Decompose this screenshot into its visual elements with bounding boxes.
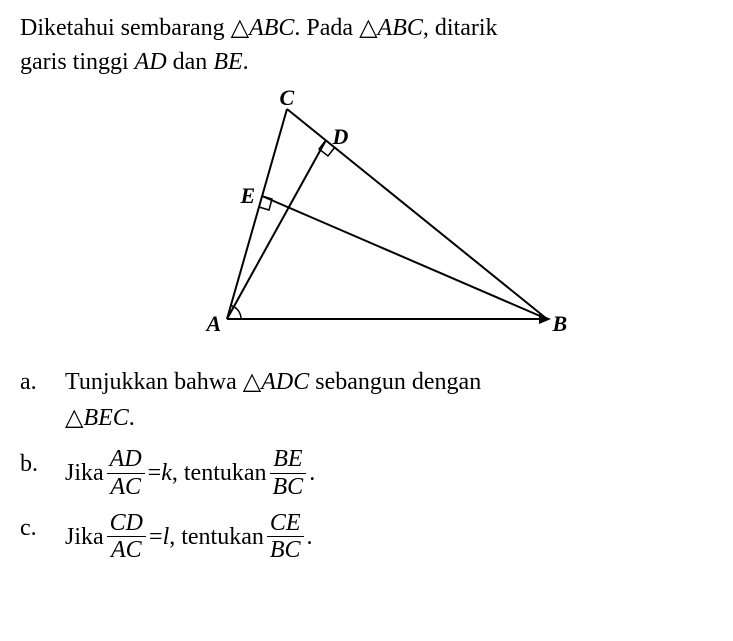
bec: BEC [83, 405, 128, 431]
text: , tentukan [169, 519, 264, 555]
vertex-a-label: A [207, 311, 222, 337]
triangle-diagram: A B C D E [167, 89, 567, 349]
text: Tunjukkan bahwa [65, 369, 243, 395]
triangle-symbol: △ [65, 405, 83, 431]
text: . Pada [294, 15, 359, 41]
abc: ABC [378, 15, 423, 41]
denominator: BC [270, 474, 307, 500]
fraction-be-bc: BE BC [270, 446, 307, 500]
intro-line-2: garis tinggi AD dan BE. [20, 46, 713, 80]
triangle-symbol: △ [359, 15, 377, 41]
question-c: c. Jika CD AC = l , tentukan CE BC . [20, 510, 713, 564]
text: garis tinggi [20, 49, 135, 75]
question-b-text: Jika AD AC = k , tentukan BE BC . [65, 446, 713, 500]
vertex-b-label: B [553, 311, 568, 337]
equals: = [149, 519, 163, 555]
intro-line-1: Diketahui sembarang △ABC. Pada △ABC, dit… [20, 12, 713, 46]
text: Jika [65, 519, 104, 555]
text: , ditarik [423, 15, 498, 41]
text: . [307, 519, 313, 555]
numerator: CD [107, 510, 146, 537]
vertex-e-label: E [241, 183, 256, 209]
question-b: b. Jika AD AC = k , tentukan BE BC . [20, 446, 713, 500]
denominator: BC [267, 537, 304, 563]
question-list: a. Tunjukkan bahwa △ADC sebangun dengan … [20, 364, 713, 564]
fraction-ce-bc: CE BC [267, 510, 304, 564]
text: Diketahui sembarang [20, 15, 231, 41]
numerator: BE [270, 446, 307, 473]
k: k [161, 455, 172, 491]
diagram-container: A B C D E [20, 89, 713, 349]
denominator: AC [107, 474, 145, 500]
question-a: a. Tunjukkan bahwa △ADC sebangun dengan … [20, 364, 713, 436]
text: . [243, 49, 249, 75]
abc: ABC [249, 15, 294, 41]
text: dan [167, 49, 214, 75]
denominator: AC [107, 537, 146, 563]
triangle-symbol: △ [231, 15, 249, 41]
equals: = [148, 455, 162, 491]
question-c-text: Jika CD AC = l , tentukan CE BC . [65, 510, 713, 564]
triangle-symbol: △ [243, 369, 261, 395]
question-a-text: Tunjukkan bahwa △ADC sebangun dengan △BE… [65, 364, 713, 436]
vertex-c-label: C [280, 85, 295, 111]
adc: ADC [261, 369, 309, 395]
text: . [309, 455, 315, 491]
question-letter: c. [20, 510, 65, 564]
text: Jika [65, 455, 104, 491]
be: BE [213, 49, 242, 75]
text: , tentukan [172, 455, 267, 491]
text: sebangun dengan [309, 369, 481, 395]
l: l [163, 519, 170, 555]
text: . [129, 405, 135, 431]
diagram-svg [167, 89, 567, 349]
numerator: AD [107, 446, 145, 473]
intro-text: Diketahui sembarang △ABC. Pada △ABC, dit… [20, 12, 713, 79]
question-letter: b. [20, 446, 65, 500]
fraction-cd-ac: CD AC [107, 510, 146, 564]
fraction-ad-ac: AD AC [107, 446, 145, 500]
vertex-d-label: D [333, 124, 349, 150]
numerator: CE [267, 510, 304, 537]
ad: AD [135, 49, 167, 75]
question-letter: a. [20, 364, 65, 436]
